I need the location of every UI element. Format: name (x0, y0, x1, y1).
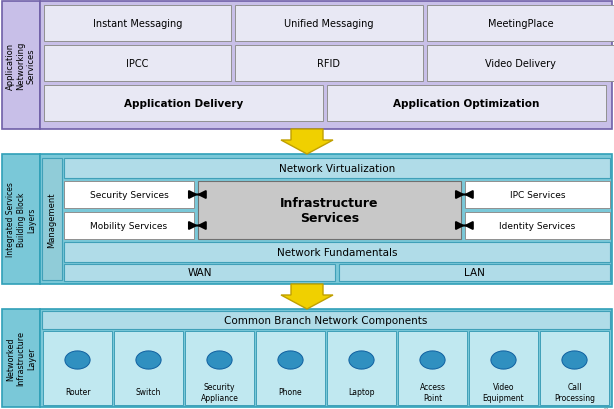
Bar (235, 6, 422, 42)
Ellipse shape (562, 351, 587, 369)
Text: Phone: Phone (279, 388, 302, 397)
Text: Application Delivery: Application Delivery (124, 99, 243, 109)
Text: Network Fundamentals: Network Fundamentals (277, 247, 397, 257)
Text: Integrated Services
Building Block
Layers: Integrated Services Building Block Layer… (6, 182, 36, 257)
Text: RFID: RFID (317, 59, 341, 69)
Bar (43, 331, 112, 405)
Bar (2, 309, 40, 407)
Text: Laptop: Laptop (348, 388, 375, 397)
Bar (2, 2, 40, 130)
Bar (40, 2, 612, 130)
Text: IPCC: IPCC (126, 59, 149, 69)
Text: Infrastructure
Services: Infrastructure Services (280, 196, 379, 225)
Text: Access
Point: Access Point (419, 382, 446, 402)
Text: Security
Appliance: Security Appliance (201, 382, 238, 402)
Ellipse shape (65, 351, 90, 369)
Bar (44, 46, 231, 82)
Bar (40, 155, 612, 284)
Ellipse shape (207, 351, 232, 369)
Text: Call
Processing: Call Processing (554, 382, 595, 402)
Ellipse shape (420, 351, 445, 369)
Text: © 10:55: © 10:55 (605, 405, 610, 409)
Ellipse shape (491, 351, 516, 369)
Text: Switch: Switch (136, 388, 161, 397)
Text: Unified Messaging: Unified Messaging (284, 19, 374, 29)
Text: Management: Management (47, 192, 56, 247)
Bar (465, 182, 610, 209)
Ellipse shape (278, 351, 303, 369)
Text: Instant Messaging: Instant Messaging (93, 19, 182, 29)
Text: Video Delivery: Video Delivery (485, 59, 556, 69)
Bar (42, 159, 62, 280)
Bar (327, 331, 396, 405)
Bar (64, 213, 194, 239)
Bar (44, 86, 323, 122)
Bar (469, 331, 538, 405)
Text: WAN: WAN (187, 268, 212, 278)
Text: Common Branch Network Components: Common Branch Network Components (224, 315, 428, 325)
Bar (256, 331, 325, 405)
Bar (198, 182, 461, 239)
Ellipse shape (349, 351, 374, 369)
Bar (339, 264, 610, 281)
Bar (540, 331, 609, 405)
Bar (42, 311, 610, 329)
Bar (64, 243, 610, 262)
Text: Security Services: Security Services (90, 191, 168, 200)
Text: Networked
Infrastructure
Layer: Networked Infrastructure Layer (6, 331, 36, 386)
Bar (64, 182, 194, 209)
Text: Router: Router (64, 388, 90, 397)
Text: Network Virtualization: Network Virtualization (279, 164, 395, 173)
Bar (64, 159, 610, 179)
Text: MeetingPlace: MeetingPlace (488, 19, 553, 29)
Text: Application Optimization: Application Optimization (394, 99, 540, 109)
Text: LAN: LAN (464, 268, 485, 278)
Text: IPC Services: IPC Services (510, 191, 565, 200)
Bar (465, 213, 610, 239)
Bar (398, 331, 467, 405)
Ellipse shape (136, 351, 161, 369)
Bar (427, 46, 614, 82)
Bar (114, 331, 183, 405)
Text: Application
Networking
Services: Application Networking Services (6, 42, 36, 90)
Bar (44, 6, 231, 42)
Bar (327, 86, 606, 122)
Text: Identity Services: Identity Services (499, 221, 576, 230)
Polygon shape (281, 284, 333, 309)
Bar (185, 331, 254, 405)
Text: Video
Equipment: Video Equipment (483, 382, 524, 402)
Text: Mobility Services: Mobility Services (90, 221, 168, 230)
Bar (64, 264, 335, 281)
Bar (427, 6, 614, 42)
Polygon shape (281, 130, 333, 155)
Bar (2, 155, 40, 284)
Bar (40, 309, 612, 407)
Bar (235, 46, 422, 82)
